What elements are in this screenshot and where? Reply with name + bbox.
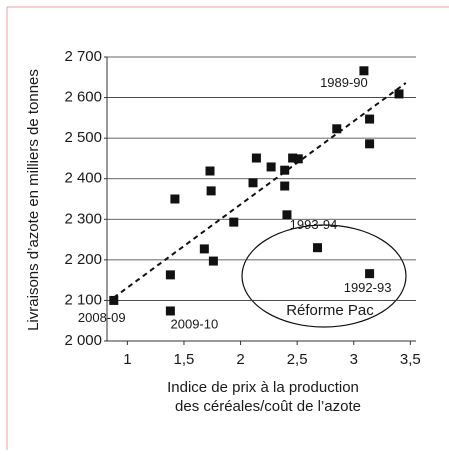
point — [199, 244, 209, 254]
point — [282, 210, 292, 220]
point — [280, 181, 290, 191]
point — [365, 114, 375, 124]
point-label: 1992-93 — [344, 280, 392, 295]
point — [170, 194, 180, 204]
y-tick-label: 2 700 — [64, 48, 102, 65]
point-label: 1989-90 — [320, 75, 368, 90]
point — [332, 124, 342, 134]
point — [229, 217, 239, 227]
y-tick-label: 2 000 — [64, 332, 102, 349]
point — [313, 243, 323, 253]
y-tick-label: 2 600 — [64, 89, 102, 106]
x-tick-label: 3 — [350, 351, 358, 368]
y-tick-label: 2 300 — [64, 210, 102, 227]
y-tick-label: 2 200 — [64, 251, 102, 268]
point — [206, 186, 216, 196]
point — [288, 153, 298, 163]
annotation: Réforme Pac — [286, 302, 374, 319]
y-tick-label: 2 400 — [64, 170, 102, 187]
point — [248, 178, 258, 188]
point — [165, 270, 175, 280]
trend-line — [113, 82, 407, 299]
x-tick-label: 2,5 — [287, 351, 308, 368]
point — [359, 66, 369, 76]
point — [208, 256, 218, 266]
point-label: 1993-94 — [290, 217, 338, 232]
point — [251, 153, 261, 163]
x-tick-label: 2 — [236, 351, 244, 368]
point — [205, 166, 215, 176]
point — [394, 89, 404, 99]
x-tick-label: 3,5 — [400, 351, 421, 368]
x-axis-label: des céréales/coût de l’azote — [175, 398, 361, 415]
point — [109, 295, 119, 305]
point-label: 2008-09 — [78, 310, 126, 325]
point — [266, 162, 276, 172]
y-tick-label: 2 500 — [64, 129, 102, 146]
x-axis-label: Indice de prix à la production — [167, 379, 359, 396]
y-axis-label: Livraisons d’azote en milliers de tonnes — [25, 69, 42, 331]
point — [165, 306, 175, 316]
point — [280, 165, 290, 175]
point — [365, 269, 375, 279]
y-tick-label: 2 100 — [64, 291, 102, 308]
point-label: 2009-10 — [171, 316, 219, 331]
point — [365, 139, 375, 149]
x-tick-label: 1 — [123, 351, 131, 368]
x-tick-label: 1,5 — [174, 351, 195, 368]
ellipse — [241, 224, 407, 328]
point — [293, 154, 303, 164]
